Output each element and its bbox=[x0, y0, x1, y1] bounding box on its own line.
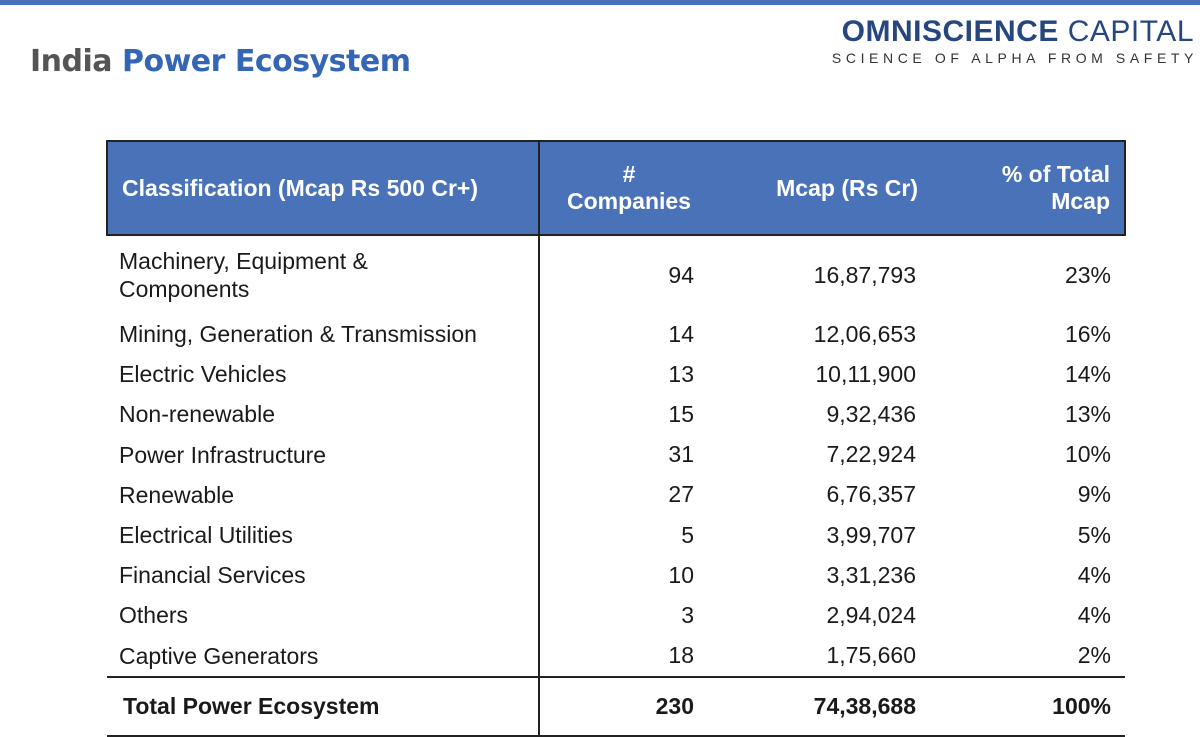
row-companies: 18 bbox=[668, 642, 694, 669]
header-pct-line2: Mcap bbox=[1051, 188, 1110, 214]
power-ecosystem-table: Classification (Mcap Rs 500 Cr+) # Compa… bbox=[106, 140, 1126, 737]
row-classification: Captive Generators bbox=[107, 635, 540, 677]
row-classification: Electrical Utilities bbox=[107, 514, 540, 556]
row-mcap: 16,87,793 bbox=[813, 261, 916, 288]
total-pct: 100% bbox=[932, 675, 1125, 737]
top-accent-bar bbox=[0, 0, 1200, 5]
title-part2: Power Ecosystem bbox=[121, 44, 411, 79]
row-classification-line2: Components bbox=[119, 276, 250, 302]
table-row: Electrical Utilities 5 3,99,707 5% bbox=[107, 514, 1125, 556]
row-mcap: 12,06,653 bbox=[813, 320, 916, 347]
row-companies: 94 bbox=[668, 261, 694, 288]
page-title: India Power Ecosystem bbox=[30, 44, 411, 79]
row-mcap: 2,94,024 bbox=[826, 601, 916, 628]
row-classification-line1: Machinery, Equipment & bbox=[119, 248, 368, 274]
row-companies: 3 bbox=[681, 601, 694, 628]
table-row: Power Infrastructure 31 7,22,924 10% bbox=[107, 434, 1125, 475]
row-mcap: 1,75,660 bbox=[826, 642, 916, 669]
table-row: Renewable 27 6,76,357 9% bbox=[107, 474, 1125, 515]
header-companies: # Companies bbox=[539, 140, 718, 236]
row-pct: 4% bbox=[1077, 561, 1111, 588]
row-companies: 5 bbox=[681, 521, 694, 548]
row-classification: Others bbox=[107, 595, 540, 636]
row-classification: Non-renewable bbox=[107, 394, 540, 435]
row-classification: Power Infrastructure bbox=[107, 434, 540, 475]
row-companies: 31 bbox=[668, 441, 694, 468]
table-row: Electric Vehicles 13 10,11,900 14% bbox=[107, 354, 1125, 395]
brand-name: OMNISCIENCE CAPITAL bbox=[832, 16, 1194, 48]
table-header-row: Classification (Mcap Rs 500 Cr+) # Compa… bbox=[106, 140, 1126, 236]
table-row: Non-renewable 15 9,32,436 13% bbox=[107, 394, 1125, 435]
brand-name-light: CAPITAL bbox=[1067, 15, 1194, 48]
brand-name-bold: OMNISCIENCE bbox=[841, 15, 1059, 48]
row-pct: 2% bbox=[1077, 642, 1111, 669]
table-row: Mining, Generation & Transmission 14 12,… bbox=[107, 314, 1125, 355]
row-pct: 10% bbox=[1064, 441, 1111, 468]
row-companies: 15 bbox=[668, 400, 694, 427]
row-mcap: 6,76,357 bbox=[826, 481, 916, 508]
row-pct: 9% bbox=[1077, 481, 1111, 508]
row-classification: Financial Services bbox=[107, 555, 540, 596]
table-row: Others 3 2,94,024 4% bbox=[107, 595, 1125, 636]
row-companies: 14 bbox=[668, 320, 694, 347]
table-row: Machinery, Equipment & Components 94 16,… bbox=[107, 235, 1125, 314]
table-row: Financial Services 10 3,31,236 4% bbox=[107, 555, 1125, 596]
total-row: Total Power Ecosystem 230 74,38,688 100% bbox=[107, 675, 1125, 737]
row-classification: Machinery, Equipment & Components bbox=[107, 235, 540, 314]
header-pct-total: % of Total Mcap bbox=[932, 140, 1126, 236]
total-classification: Total Power Ecosystem bbox=[107, 675, 540, 737]
table-row: Captive Generators 18 1,75,660 2% bbox=[107, 635, 1125, 677]
header-mcap: Mcap (Rs Cr) bbox=[718, 140, 932, 236]
total-companies: 230 bbox=[539, 675, 718, 737]
row-pct: 16% bbox=[1064, 320, 1111, 347]
row-pct: 23% bbox=[1064, 261, 1111, 288]
header-pct-line1: % of Total bbox=[1001, 161, 1110, 187]
row-classification: Mining, Generation & Transmission bbox=[107, 314, 540, 355]
row-mcap: 3,31,236 bbox=[826, 561, 916, 588]
row-companies: 13 bbox=[668, 360, 694, 387]
row-pct: 4% bbox=[1077, 601, 1111, 628]
row-companies: 10 bbox=[668, 561, 694, 588]
row-pct: 14% bbox=[1064, 360, 1111, 387]
header-companies-line1: # bbox=[622, 161, 636, 187]
brand-logo: OMNISCIENCE CAPITAL SCIENCE OF ALPHA FRO… bbox=[832, 16, 1194, 67]
title-part1: India bbox=[30, 44, 113, 79]
row-mcap: 3,99,707 bbox=[826, 521, 916, 548]
row-classification: Renewable bbox=[107, 474, 540, 515]
header-classification: Classification (Mcap Rs 500 Cr+) bbox=[106, 140, 540, 236]
header-companies-line2: Companies bbox=[567, 188, 691, 214]
row-mcap: 10,11,900 bbox=[815, 360, 916, 387]
brand-tagline: SCIENCE OF ALPHA FROM SAFETY bbox=[831, 50, 1198, 66]
row-mcap: 9,32,436 bbox=[826, 400, 916, 427]
row-mcap: 7,22,924 bbox=[826, 441, 916, 468]
row-pct: 5% bbox=[1077, 521, 1111, 548]
row-classification: Electric Vehicles bbox=[107, 354, 540, 395]
row-companies: 27 bbox=[668, 481, 694, 508]
total-mcap: 74,38,688 bbox=[718, 675, 932, 737]
row-pct: 13% bbox=[1064, 400, 1111, 427]
